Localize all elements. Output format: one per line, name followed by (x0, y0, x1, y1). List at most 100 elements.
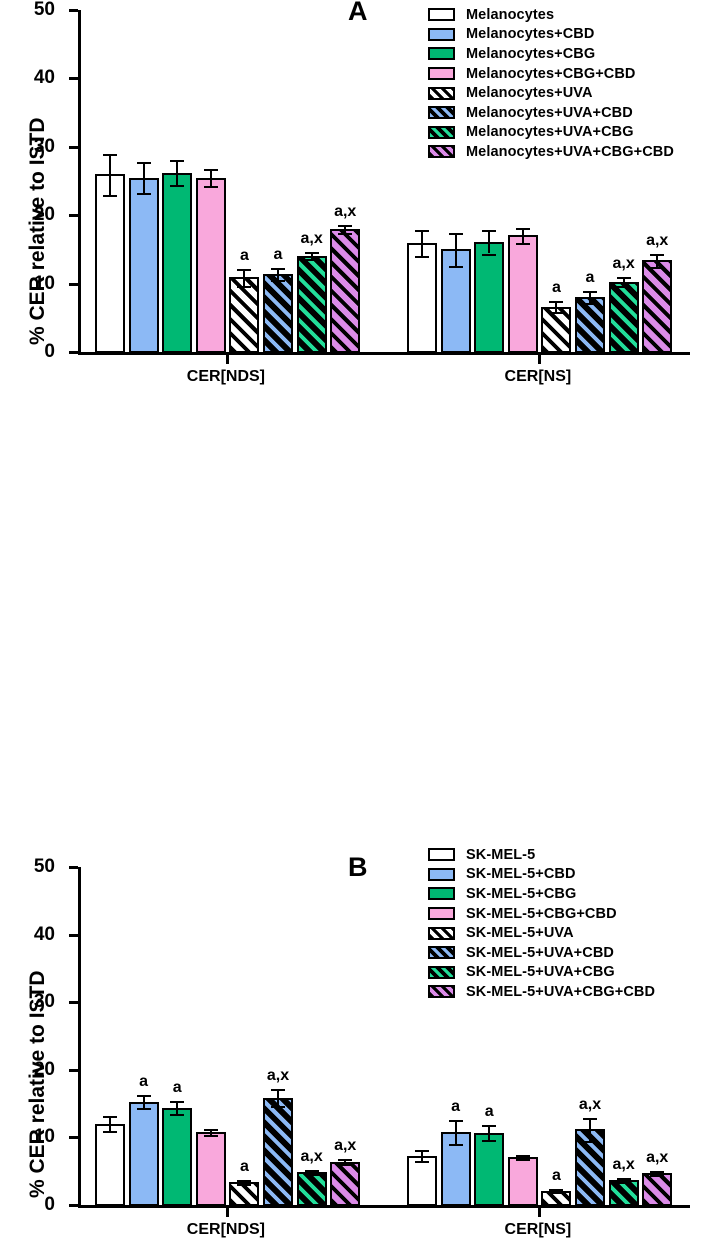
legend-label: Melanocytes+CBG+CBD (466, 65, 636, 82)
error-bar (109, 1116, 111, 1132)
error-bar (209, 168, 212, 187)
error-bar-cap (203, 1134, 218, 1137)
legend-item: SK-MEL-5+CBD (428, 865, 655, 885)
significance-annotation: a (239, 1157, 249, 1175)
bar (195, 1131, 226, 1206)
x-axis-group-label: CER[NS] (504, 368, 572, 385)
bar (330, 228, 361, 353)
bar (296, 1171, 327, 1206)
error-bar-cap (304, 1173, 319, 1176)
error-bar-cap (415, 255, 429, 258)
bar (474, 241, 505, 353)
significance-annotation: a (239, 247, 249, 265)
bar (474, 1132, 505, 1206)
legend-swatch (428, 946, 455, 960)
significance-annotation: a,x (578, 1095, 602, 1113)
legend-swatch (428, 848, 455, 862)
legend-label: Melanocytes+UVA (466, 85, 593, 102)
error-bar-cap (271, 267, 285, 270)
error-bar-cap (650, 253, 665, 256)
x-axis-tick (225, 1208, 229, 1217)
y-axis-tick-label: 10 (33, 1126, 55, 1148)
legend-swatch (428, 8, 455, 22)
error-bar-cap (515, 1154, 530, 1157)
bar (263, 1097, 293, 1206)
panel-b-letter: B (348, 852, 368, 882)
y-axis-line (78, 867, 81, 1208)
y-axis-tick (69, 351, 78, 354)
chart-a-plot-area: A % CER relative to ISTD Melanocytes Mela… (0, 0, 705, 416)
error-bar-cap (136, 161, 151, 164)
error-bar-cap (338, 224, 353, 227)
significance-annotation: a,x (612, 1155, 635, 1173)
significance-annotation: a,x (612, 254, 635, 272)
y-axis-tick (69, 214, 78, 218)
significance-annotation: a,x (334, 202, 357, 220)
error-bar-cap (482, 1125, 497, 1128)
legend-item: Melanocytes+UVA+CBG (428, 123, 674, 143)
legend-label: SK-MEL-5+UVA (466, 925, 574, 942)
x-axis-group-label: CER[NDS] (186, 368, 265, 385)
error-bar-cap (271, 280, 285, 283)
error-bar-cap (304, 252, 319, 255)
significance-annotation: a,x (266, 1066, 290, 1084)
error-bar-cap (338, 232, 353, 235)
error-bar (454, 1119, 457, 1145)
error-bar (142, 161, 145, 194)
legend-item: Melanocytes+UVA+CBD (428, 103, 674, 123)
legend-item: SK-MEL-5+UVA+CBG+CBD (428, 982, 655, 1002)
error-bar-cap (103, 1131, 117, 1134)
error-bar (421, 229, 423, 256)
error-bar (622, 276, 625, 287)
chart-a-legend: Melanocytes Melanocytes+CBD Melanocytes+CB… (428, 5, 674, 162)
error-bar-cap (415, 1161, 429, 1164)
legend-label: Melanocytes+CBG (466, 45, 596, 62)
error-bar (488, 1125, 491, 1141)
error-bar-cap (448, 265, 463, 268)
bar (195, 177, 226, 353)
legend-item: Melanocytes+UVA (428, 83, 674, 103)
error-bar-cap (448, 232, 463, 235)
error-bar-cap (616, 1177, 631, 1180)
bar (642, 1173, 673, 1206)
error-bar-cap (415, 229, 429, 232)
significance-annotation: a (551, 1167, 561, 1185)
error-bar-cap (203, 168, 218, 171)
error-bar-cap (304, 1169, 319, 1172)
error-bar (109, 153, 111, 195)
y-axis-tick-label: 40 (33, 923, 55, 945)
error-bar-cap (203, 186, 218, 189)
panel-a: A % CER relative to ISTD Melanocytes Mela… (0, 0, 705, 416)
error-bar-cap (616, 286, 631, 289)
error-bar-cap (650, 1171, 665, 1174)
error-bar-cap (515, 1159, 530, 1162)
error-bar-cap (583, 291, 597, 294)
significance-annotation: a (551, 279, 561, 297)
y-axis-tick-label: 50 (33, 0, 55, 20)
y-axis-line (78, 10, 81, 355)
y-axis-tick (69, 1136, 78, 1140)
error-bar-cap (170, 1100, 185, 1103)
significance-annotation: a (451, 1097, 461, 1115)
x-axis-group-label: CER[NDS] (186, 1221, 265, 1238)
y-axis-tick-label: 0 (44, 341, 55, 362)
legend-label: Melanocytes+CBD (466, 26, 595, 43)
legend-item: Melanocytes+UVA+CBG+CBD (428, 142, 674, 162)
significance-annotation: a,x (334, 1137, 357, 1155)
y-axis-tick (69, 9, 78, 12)
error-bar (277, 267, 279, 281)
y-axis-tick (69, 1204, 78, 1207)
legend-label: SK-MEL-5+CBG (466, 885, 577, 902)
error-bar-cap (482, 253, 497, 256)
error-bar-cap (103, 194, 117, 197)
error-bar (656, 253, 659, 268)
significance-annotation: a (139, 1072, 149, 1090)
legend-label: SK-MEL-5+UVA+CBG+CBD (466, 983, 656, 1000)
legend-swatch (428, 145, 455, 159)
error-bar-cap (271, 1106, 285, 1109)
error-bar-cap (103, 153, 117, 156)
chart-b-legend: SK-MEL-5 SK-MEL-5+CBD SK-MEL-5+CBG SK-MEL-5… (428, 845, 655, 1002)
error-bar-cap (549, 301, 564, 304)
significance-annotation: a (273, 245, 283, 263)
y-axis-tick (69, 1068, 78, 1072)
